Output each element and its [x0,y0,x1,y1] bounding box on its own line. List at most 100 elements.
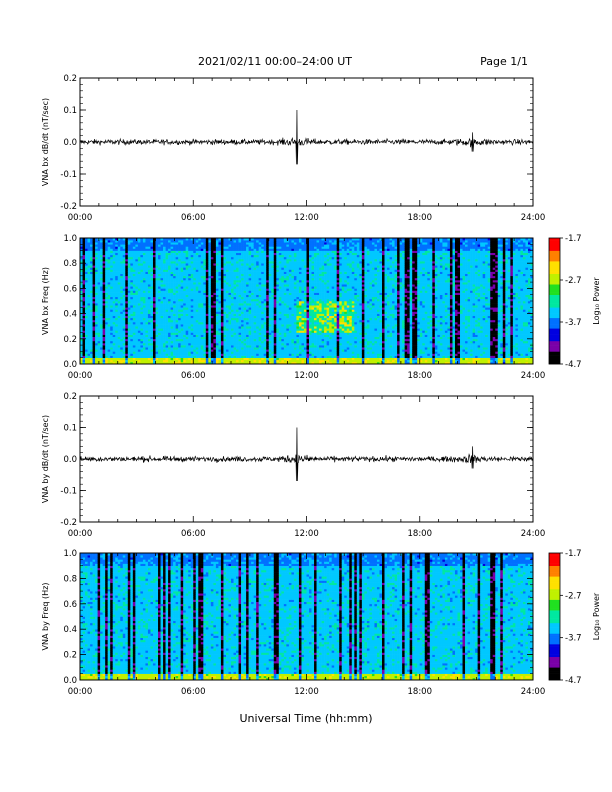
spectrogram-cell [173,340,176,344]
spectrogram-cell [105,296,108,300]
spectrogram-cell [97,351,101,354]
spectrogram-cell [220,355,224,358]
spectrogram-cell [158,338,161,342]
spectrogram-cell [273,311,277,314]
spectrogram-cell [117,324,121,327]
spectrogram-cell [208,292,212,295]
spectrogram-cell [155,315,159,319]
spectrogram-cell [208,290,212,293]
spectrogram-cell [130,351,134,354]
spectrogram-cell [158,248,161,251]
spectrogram-cell [85,334,88,337]
spectrogram-cell [132,309,136,312]
spectrogram-cell [105,267,108,270]
spectrogram-cell [190,259,194,262]
spectrogram-cell [273,303,277,306]
spectrogram-cell [225,351,229,354]
spectrogram-cell [95,240,98,243]
spectrogram-cell [233,275,237,279]
spectrogram-cell [82,269,86,272]
spectrogram-cell [188,301,192,304]
spectrogram-cell [152,288,156,291]
spectrogram-cell [165,269,169,272]
spectrogram-cell [160,351,164,354]
spectrogram-cell [251,248,254,251]
spectrogram-cell [188,332,192,335]
spectrogram-cell [251,261,254,264]
spectrogram-cell [231,261,234,264]
spectrogram-cell [120,265,124,268]
spectrogram-cell [165,361,169,365]
spectrogram-cell [281,267,285,270]
spectrogram-cell [223,307,227,310]
spectrogram-cell [213,269,217,272]
spectrogram-cell [115,273,119,277]
spectrogram-cell [238,288,242,291]
spectrogram-cell [105,307,108,310]
spectrogram-cell [190,345,194,348]
spectrogram-cell [142,330,146,333]
spectrogram-cell [218,290,222,293]
spectrogram-cell [281,290,285,293]
spectrogram-cell [160,277,164,281]
spectrogram-cell [155,305,159,308]
spectrogram-cell [238,246,242,249]
spectrogram-cell [208,288,212,291]
spectrogram-cell [263,324,267,327]
spectrogram-cell [200,347,204,350]
spectrogram-cell [258,343,262,346]
spectrogram-cell [117,347,121,350]
spectrogram-cell [168,307,171,310]
spectrogram-cell [90,242,93,245]
spectrogram-cell [248,254,252,258]
spectrogram-cell [137,269,141,272]
spectrogram-cell [263,317,267,321]
spectrogram-cell [225,332,229,335]
spectrogram-cell [246,282,249,285]
spectrogram-cell [268,301,272,304]
spectrogram-cell [160,357,164,361]
spectrogram-cell [281,353,285,356]
spectrogram-cell [276,248,280,251]
spectrogram-cell [203,246,207,249]
spectrogram-cell [258,305,262,308]
spectrogram-cell [150,334,154,337]
spectrogram-cell [180,244,184,247]
spectrogram-cell [281,265,285,268]
spectrogram-cell [223,269,227,272]
spectrogram-cell [228,317,232,321]
spectrogram-cell [158,256,161,260]
spectrogram-cell [183,330,186,333]
spectrogram-cell [258,307,262,310]
spectrogram-cell [213,282,217,285]
spectrogram-cell [132,296,136,300]
spectrogram-cell [220,244,224,247]
spectrogram-cell [241,246,244,249]
spectrogram-cell [251,244,254,247]
spectrogram-cell [266,353,270,356]
spectrogram-cell [233,355,237,358]
spectrogram-cell [137,277,141,281]
spectrogram-cell [127,259,131,262]
spectrogram-cell [175,343,179,346]
spectrogram-cell [271,303,275,306]
spectrogram-cell [112,307,116,310]
spectrogram-cell [100,309,103,312]
spectrogram-cell [281,326,285,329]
spectrogram-cell [155,343,159,346]
spectrogram-cell [117,355,121,358]
spectrogram-cell [218,343,222,346]
spectrogram-cell [127,248,131,251]
spectrogram-cell [203,301,207,304]
spectrogram-cell [180,334,184,337]
spectrogram-cell [147,334,151,337]
spectrogram-cell [273,269,277,272]
spectrogram-cell [85,286,88,289]
spectrogram-cell [150,267,154,270]
spectrogram-cell [278,286,282,289]
spectrogram-cell [243,357,247,361]
spectrogram-cell [160,244,164,247]
spectrogram-cell [180,246,184,249]
spectrogram-cell [87,311,91,314]
spectrogram-cell [228,315,232,319]
